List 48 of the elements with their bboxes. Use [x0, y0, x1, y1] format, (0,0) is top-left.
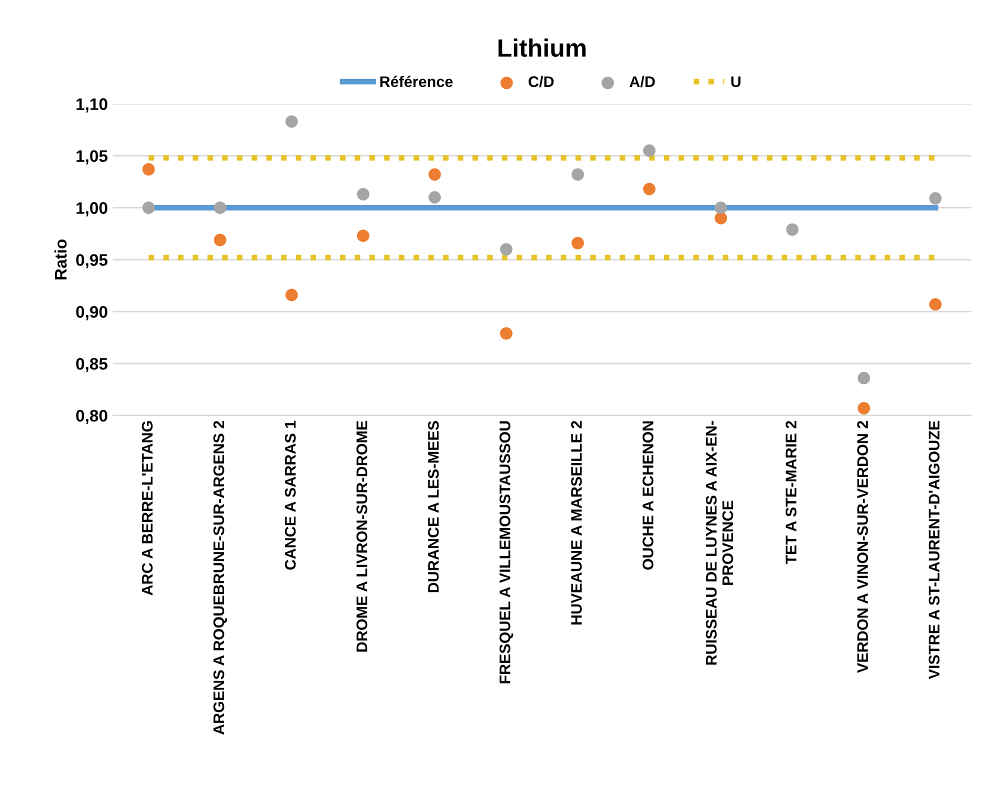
point — [572, 168, 584, 181]
point — [285, 115, 298, 128]
y-tick-label: 0,90 — [76, 306, 108, 320]
y-tick-label: 0,80 — [76, 410, 108, 424]
legend-label: C/D — [528, 76, 554, 88]
point — [786, 223, 799, 236]
y-tick-label: 1,05 — [76, 150, 108, 164]
x-tick-label: DROME A LIVRON-SUR-DROME — [356, 420, 368, 652]
x-tick-label: TET A STE-MARIE 2 — [786, 420, 796, 564]
legend-label: Référence — [380, 76, 453, 88]
point — [142, 163, 155, 176]
x-tick-label: DURANCE A LES-MEES — [428, 420, 439, 592]
point — [643, 144, 656, 157]
x-tick-label: VISTRE A ST-LAURENT-D'AIGOUZE — [928, 420, 940, 680]
point — [428, 168, 441, 181]
point — [214, 202, 226, 214]
y-tick-label: 1,00 — [76, 202, 108, 216]
point — [858, 372, 870, 384]
x-tick-label: RUISSEAU DE LUYNES A AIX-EN- PROVENCE — [706, 420, 734, 665]
x-tick-label: ARC A BERRE-L'ETANG — [142, 421, 153, 596]
point — [500, 243, 512, 256]
point — [500, 327, 512, 340]
legend-label: A/D — [630, 76, 655, 88]
y-tick-label: 0,85 — [76, 358, 108, 372]
point — [356, 188, 370, 200]
point — [929, 192, 942, 205]
point — [428, 191, 441, 204]
point — [858, 402, 870, 414]
point — [714, 212, 728, 224]
point — [714, 202, 728, 214]
y-axis-title: Ratio — [54, 239, 67, 280]
x-tick-label: HUVEAUNE A MARSEILLE 2 — [571, 420, 582, 624]
point — [356, 230, 370, 242]
x-tick-label: ARGENS A ROQUEBRUNE-SUR-ARGENS 2 — [213, 420, 228, 735]
x-tick-label: OUCHE A ECHENON — [642, 421, 654, 570]
legend-label: U — [731, 76, 740, 88]
point — [643, 182, 656, 196]
x-tick-label: VERDON A VINON-SUR-VERDON 2 — [857, 420, 868, 673]
chart-title: Lithium — [498, 38, 586, 57]
y-tick-label: 1,10 — [76, 98, 108, 112]
y-tick-label: 0,95 — [76, 254, 108, 268]
point — [285, 288, 298, 302]
point — [572, 236, 584, 250]
point — [214, 234, 226, 246]
point — [929, 298, 942, 311]
x-tick-label: CANCE A SARRAS 1 — [284, 420, 296, 570]
point — [142, 202, 155, 214]
x-tick-label: FRESQUEL A VILLEMOUSTAUSSOU — [500, 421, 514, 684]
